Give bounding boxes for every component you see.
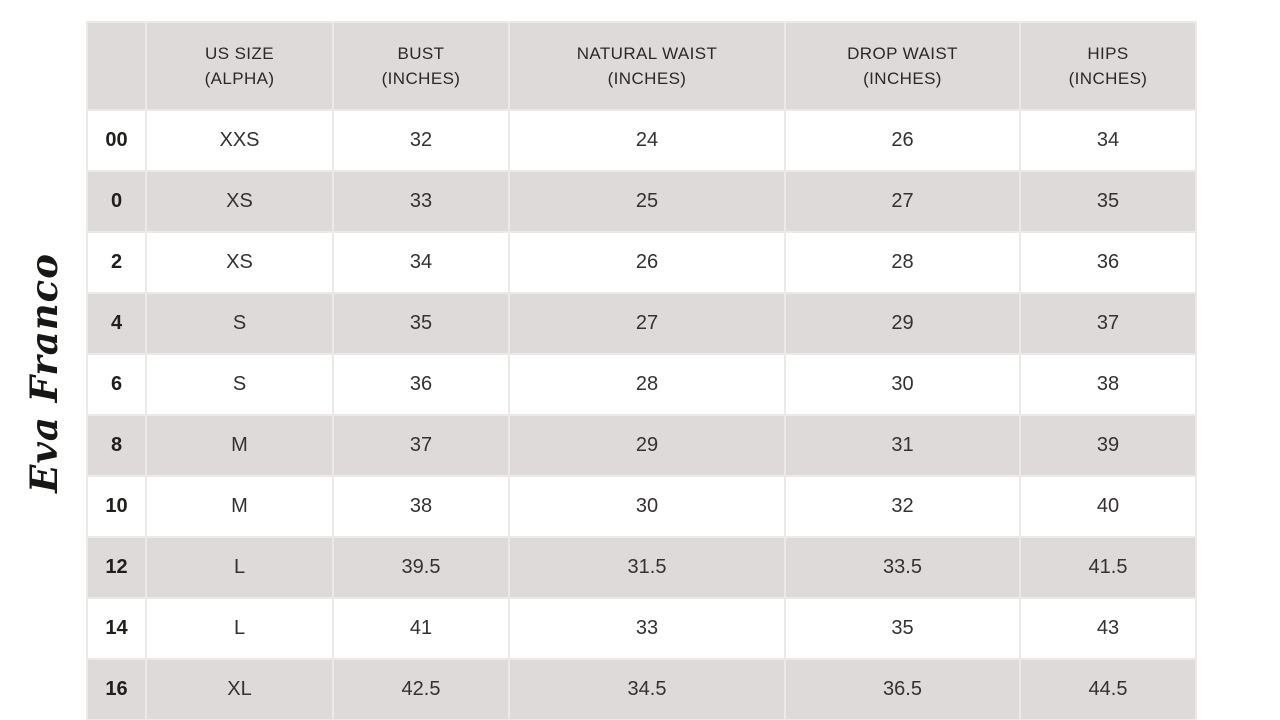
column-header-line1: DROP WAIST: [847, 43, 958, 63]
size-cell-hips: 40: [1096, 495, 1120, 517]
size-cell-alpha: M: [231, 495, 248, 517]
size-cell-hips: 35: [1096, 190, 1120, 212]
size-cell-drop-waist: 33.5: [883, 556, 922, 578]
size-cell-drop-waist: 32: [891, 495, 914, 517]
size-cell-alpha: M: [231, 434, 248, 456]
size-cell-hips: 43: [1096, 617, 1120, 639]
size-cell-hips: 41.5: [1088, 556, 1128, 578]
size-cell-drop-waist: 26: [891, 129, 914, 151]
size-cell-bust: 36: [409, 373, 433, 395]
size-cell-drop-waist: 29: [891, 312, 914, 334]
column-header-line2: (INCHES): [381, 69, 461, 88]
table-row: 16 XL 42.5 34.5 36.5 44.5: [88, 660, 1195, 719]
size-chart-header: US SIZE (ALPHA) BUST (INCHES) NATURAL WA…: [88, 23, 1195, 109]
row-size-label: 14: [105, 617, 128, 639]
column-header-line1: BUST: [397, 43, 445, 63]
size-cell-bust: 38: [409, 495, 433, 517]
column-header-line1: NATURAL WAIST: [576, 43, 718, 63]
column-header-line1: US SIZE: [205, 43, 274, 63]
row-size-label: 8: [110, 434, 123, 456]
size-cell-bust: 35: [409, 312, 433, 334]
table-row: 00 XXS 32 24 26 34: [88, 111, 1195, 170]
row-size-label: 16: [105, 678, 128, 700]
size-cell-alpha: S: [232, 373, 247, 395]
row-size-label: 10: [105, 495, 128, 517]
row-size-label: 12: [105, 556, 128, 578]
row-size-label: 00: [105, 129, 128, 151]
size-cell-hips: 38: [1096, 373, 1120, 395]
size-cell-hips: 44.5: [1088, 678, 1128, 700]
column-header-line2: (INCHES): [1068, 69, 1148, 88]
size-chart-body: 00 XXS 32 24 26 34 0 XS 33 25 27 35 2 XS…: [88, 111, 1195, 719]
size-cell-bust: 42.5: [401, 678, 441, 700]
size-cell-alpha: L: [233, 556, 246, 578]
size-cell-alpha: L: [233, 617, 246, 639]
column-header-natural-waist: NATURAL WAIST (INCHES): [510, 23, 784, 109]
size-cell-drop-waist: 31: [891, 434, 914, 456]
size-cell-bust: 32: [409, 129, 433, 151]
size-cell-natural-waist: 27: [635, 312, 659, 334]
size-cell-natural-waist: 34.5: [627, 678, 667, 700]
row-size-label: 4: [110, 312, 123, 334]
size-cell-bust: 41: [409, 617, 433, 639]
brand-logo: Eva Franco: [0, 253, 88, 493]
size-cell-bust: 39.5: [401, 556, 441, 578]
size-cell-drop-waist: 28: [891, 251, 914, 273]
size-cell-alpha: S: [232, 312, 247, 334]
size-cell-alpha: XXS: [219, 129, 260, 151]
column-header-bust: BUST (INCHES): [334, 23, 508, 109]
column-header-line2: (INCHES): [863, 69, 942, 88]
size-cell-hips: 34: [1096, 129, 1120, 151]
column-header-line1: HIPS: [1087, 43, 1129, 63]
size-cell-alpha: XL: [227, 678, 252, 700]
column-header-line2: (INCHES): [607, 69, 687, 88]
table-row: 2 XS 34 26 28 36: [88, 233, 1195, 292]
size-cell-bust: 33: [409, 190, 433, 212]
row-size-label: 6: [110, 373, 123, 395]
size-cell-alpha: XS: [226, 190, 253, 212]
size-cell-hips: 37: [1096, 312, 1120, 334]
size-cell-natural-waist: 33: [635, 617, 659, 639]
size-cell-drop-waist: 27: [891, 190, 914, 212]
brand-logo-text: Eva Franco: [22, 253, 67, 493]
size-cell-alpha: XS: [226, 251, 253, 273]
table-row: 8 M 37 29 31 39: [88, 416, 1195, 475]
table-row: 6 S 36 28 30 38: [88, 355, 1195, 414]
column-header-us-size: US SIZE (ALPHA): [147, 23, 332, 109]
size-cell-natural-waist: 26: [635, 251, 659, 273]
header-row: US SIZE (ALPHA) BUST (INCHES) NATURAL WA…: [88, 23, 1195, 109]
size-cell-natural-waist: 28: [635, 373, 659, 395]
size-cell-natural-waist: 25: [635, 190, 659, 212]
corner-cell: [88, 23, 145, 109]
size-cell-hips: 39: [1096, 434, 1120, 456]
size-cell-bust: 34: [409, 251, 433, 273]
size-chart-table: US SIZE (ALPHA) BUST (INCHES) NATURAL WA…: [86, 21, 1197, 720]
table-row: 12 L 39.5 31.5 33.5 41.5: [88, 538, 1195, 597]
column-header-hips: HIPS (INCHES): [1021, 23, 1195, 109]
column-header-drop-waist: DROP WAIST (INCHES): [786, 23, 1019, 109]
table-row: 14 L 41 33 35 43: [88, 599, 1195, 658]
size-cell-drop-waist: 30: [891, 373, 914, 395]
table-row: 4 S 35 27 29 37: [88, 294, 1195, 353]
size-cell-natural-waist: 24: [635, 129, 659, 151]
size-cell-natural-waist: 31.5: [627, 556, 667, 578]
column-header-line2: (ALPHA): [204, 69, 275, 88]
table-row: 10 M 38 30 32 40: [88, 477, 1195, 536]
size-cell-bust: 37: [409, 434, 433, 456]
size-cell-drop-waist: 36.5: [883, 678, 922, 700]
table-row: 0 XS 33 25 27 35: [88, 172, 1195, 231]
row-size-label: 0: [110, 190, 123, 212]
row-size-label: 2: [110, 251, 123, 273]
size-cell-natural-waist: 30: [635, 495, 659, 517]
size-cell-natural-waist: 29: [635, 434, 659, 456]
size-cell-hips: 36: [1096, 251, 1120, 273]
size-cell-drop-waist: 35: [891, 617, 914, 639]
